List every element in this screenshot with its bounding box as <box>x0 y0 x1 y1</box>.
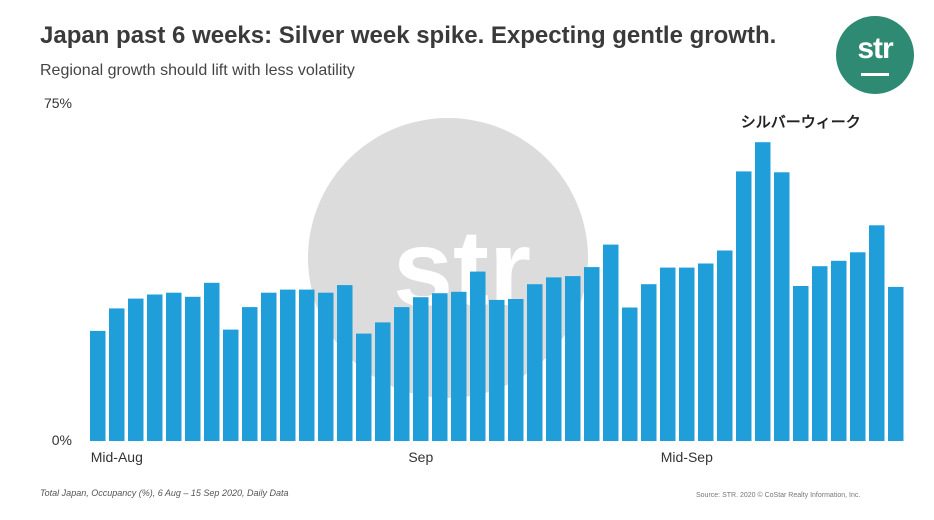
bar-11-sep <box>774 172 790 442</box>
bar-30-aug <box>546 277 562 441</box>
bar-20-aug <box>356 333 372 441</box>
bar-13-aug <box>223 329 239 441</box>
bar-8-sep <box>717 250 733 441</box>
bar-16-aug <box>280 289 296 441</box>
annotation-silver-week: シルバーウィーク <box>741 113 861 131</box>
bar-6-sep <box>679 267 695 441</box>
bar-14-sep <box>831 260 847 441</box>
bar-9-sep <box>736 171 752 441</box>
bar-25-aug <box>451 291 467 441</box>
bar-10-aug <box>166 292 182 441</box>
x-tick-label-0: Mid-Aug <box>91 449 143 465</box>
bar-series <box>90 142 904 442</box>
bar-31-aug <box>565 276 581 441</box>
bar-27-aug <box>489 299 505 441</box>
bar-8-aug <box>128 298 144 441</box>
str-logo: str <box>836 16 914 94</box>
bar-16-sep <box>869 225 885 441</box>
page-title: Japan past 6 weeks: Silver week spike. E… <box>40 22 777 49</box>
chart-axes: 75% 0% Mid-Aug Sep Mid-Sep シルバーウィーク <box>44 95 861 465</box>
bar-23-aug <box>413 297 429 441</box>
bar-22-aug <box>394 307 410 441</box>
str-logo-underline <box>861 73 889 76</box>
bar-7-sep <box>698 263 714 441</box>
bar-15-aug <box>261 292 277 441</box>
bar-17-sep <box>888 286 904 441</box>
bar-13-sep <box>812 266 828 441</box>
page-subtitle: Regional growth should lift with less vo… <box>40 62 355 79</box>
bar-5-sep <box>660 267 676 441</box>
bar-2-sep <box>603 244 619 441</box>
x-tick-label-1: Sep <box>408 449 433 465</box>
bar-24-aug <box>432 293 448 441</box>
bar-19-aug <box>337 285 353 441</box>
bar-10-sep <box>755 142 771 441</box>
bar-21-aug <box>375 322 391 441</box>
bar-28-aug <box>508 299 524 441</box>
bar-7-aug <box>109 308 125 441</box>
str-logo-text: str <box>857 32 893 65</box>
bar-14-aug <box>242 307 258 441</box>
y-tick-label-0: 75% <box>44 95 72 111</box>
bar-1-sep <box>584 267 600 441</box>
bar-3-sep <box>622 307 638 441</box>
source-credit: Source: STR. 2020 © CoStar Realty Inform… <box>696 492 861 499</box>
bar-12-sep <box>793 286 809 441</box>
chart-footnote: Total Japan, Occupancy (%), 6 Aug – 15 S… <box>40 488 289 498</box>
bar-15-sep <box>850 252 866 441</box>
bar-29-aug <box>527 284 543 441</box>
bar-12-aug <box>204 282 220 441</box>
bar-26-aug <box>470 271 486 441</box>
y-tick-label-1: 0% <box>52 432 72 448</box>
bar-11-aug <box>185 296 201 441</box>
x-tick-label-2: Mid-Sep <box>661 449 713 465</box>
bar-17-aug <box>299 289 315 441</box>
bar-18-aug <box>318 292 334 441</box>
bar-4-sep <box>641 284 657 441</box>
bar-9-aug <box>147 294 163 441</box>
bar-6-aug <box>90 330 106 441</box>
